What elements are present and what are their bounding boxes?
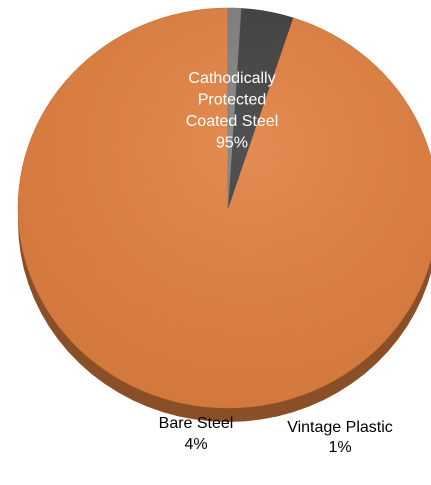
data-label-value: 4% bbox=[184, 436, 207, 453]
data-label-line: Bare Steel bbox=[159, 415, 234, 432]
data-label-cathodically-protected-coated-steel: Cathodically Protected Coated Steel 95% bbox=[186, 70, 279, 152]
data-label-value: 1% bbox=[328, 439, 351, 456]
data-label-value: 95% bbox=[216, 135, 248, 152]
data-label-line: Coated Steel bbox=[186, 113, 279, 130]
data-label-vintage-plastic: Vintage Plastic 1% bbox=[287, 419, 393, 456]
data-label-bare-steel: Bare Steel 4% bbox=[159, 415, 234, 453]
label-layer: Cathodically Protected Coated Steel 95% Bare… bbox=[159, 70, 393, 456]
data-label-line: Protected bbox=[198, 92, 266, 109]
data-label-line: Cathodically bbox=[188, 70, 275, 87]
data-label-line: Vintage Plastic bbox=[287, 419, 393, 436]
pie-slice-cathodically-protected-coated-steel bbox=[17, 7, 431, 409]
